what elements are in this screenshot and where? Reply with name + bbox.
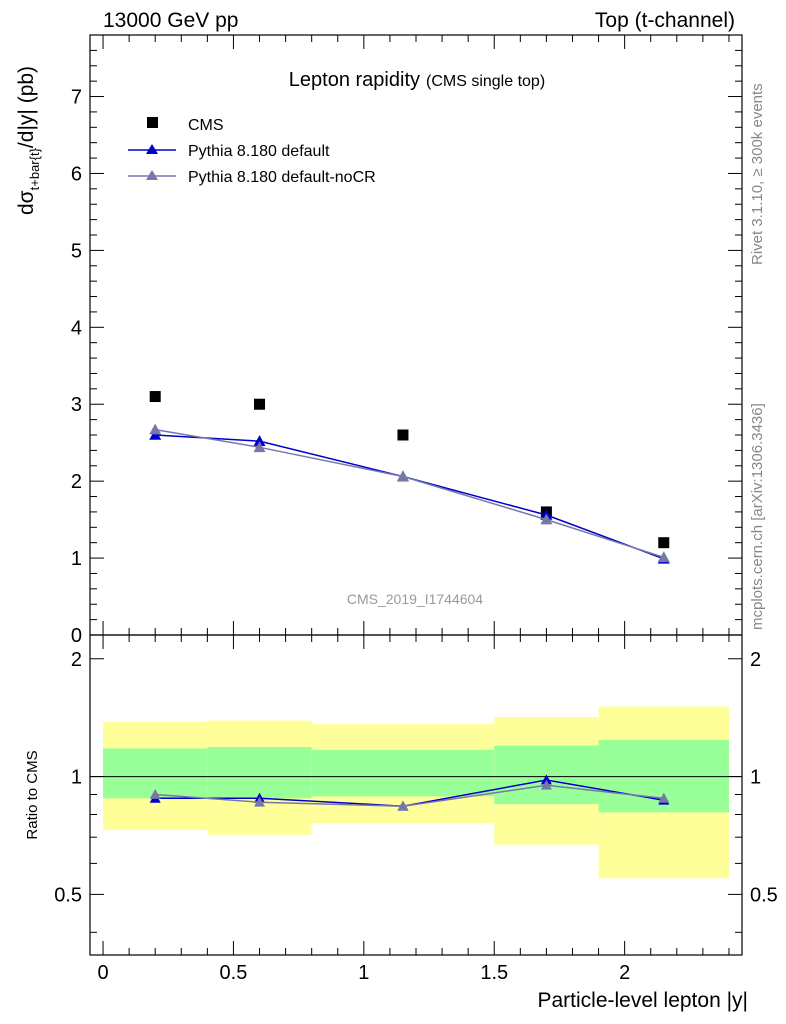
main-series-line-1	[155, 434, 665, 560]
legend-marker-default	[146, 144, 158, 154]
main-y-tick-label: 5	[71, 240, 82, 262]
main-y-axis-label: dσt+bar{t}/d|y| (pb)	[15, 66, 42, 215]
ratio-y-tick-label-right: 0.5	[750, 884, 778, 906]
ratio-uncertainty-bands	[103, 706, 729, 879]
legend-label-default: Pythia 8.180 default	[188, 143, 330, 160]
data-point-1	[254, 398, 266, 410]
header-process-label: Top (t-channel)	[595, 9, 735, 32]
mcplots-source-label: mcplots.cern.ch [arXiv:1306.3436]	[749, 403, 766, 630]
legend: CMS Pythia 8.180 default Pythia 8.180 de…	[128, 117, 376, 186]
main-y-tick-label: 2	[71, 471, 82, 493]
legend-label-nocr: Pythia 8.180 default-noCR	[188, 169, 376, 186]
legend-marker-cms	[147, 117, 158, 128]
ratio-series-1-point-3	[540, 779, 552, 790]
ratio-y-tick-label-right: 2	[750, 649, 761, 671]
main-y-tick-label: 0	[71, 625, 82, 647]
ratio-band-inner-2	[311, 749, 495, 797]
ratio-y-tick-label: 2	[71, 649, 82, 671]
analysis-watermark: CMS_2019_I1744604	[347, 591, 483, 607]
data-point-0	[149, 391, 161, 403]
main-series-2-point-3	[540, 513, 553, 525]
main-y-tick-label: 1	[71, 548, 82, 570]
x-tick-label: 1.5	[480, 962, 508, 984]
main-y-tick-label: 7	[71, 87, 82, 109]
data-point-2	[397, 429, 409, 441]
legend-label-cms: CMS	[188, 117, 224, 134]
legend-marker-nocr	[146, 170, 158, 180]
chart-title: Lepton rapidity	[289, 69, 420, 91]
x-tick-label: 0.5	[220, 962, 248, 984]
ratio-series-1-point-0	[149, 788, 161, 799]
svg-text:dσt+bar{t}/d|y| (pb): dσt+bar{t}/d|y| (pb)	[15, 66, 42, 215]
main-series-1-point-1	[253, 435, 266, 446]
ratio-series-1-point-2	[397, 800, 409, 811]
x-axis-label: Particle-level lepton |y|	[537, 989, 748, 1012]
main-series-2-point-4	[657, 551, 670, 563]
main-y-tick-label: 6	[71, 163, 82, 185]
ratio-band-inner-1	[207, 747, 312, 799]
ratio-y-tick-label: 0.5	[54, 884, 82, 906]
ratio-y-tick-label-right: 1	[750, 767, 761, 789]
ratio-y-tick-label: 1	[71, 767, 82, 789]
x-tick-label: 2	[619, 962, 630, 984]
main-y-tick-label: 3	[71, 394, 82, 416]
ratio-y-axis-label: Ratio to CMS	[24, 750, 41, 839]
header-energy-label: 13000 GeV pp	[103, 9, 238, 32]
main-y-tick-label: 4	[71, 317, 82, 339]
x-tick-label: 0	[97, 962, 108, 984]
x-tick-label: 1	[358, 962, 369, 984]
ratio-series-1-point-4	[658, 792, 670, 803]
main-series-2-point-2	[396, 470, 409, 482]
main-series-2-point-1	[253, 441, 266, 453]
chart-subtitle: (CMS single top)	[426, 73, 545, 90]
ratio-series-1-point-1	[254, 796, 266, 807]
main-series-line-2	[155, 428, 664, 559]
main-series-2-point-0	[149, 423, 162, 435]
ratio-series-0-point-3	[540, 774, 552, 785]
rivet-version-label: Rivet 3.1.10, ≥ 300k events	[749, 83, 766, 265]
data-point-4	[658, 537, 670, 549]
